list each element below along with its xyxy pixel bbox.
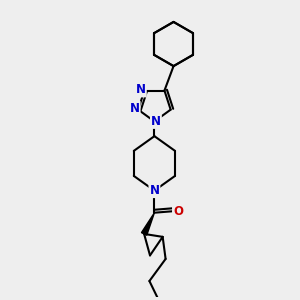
- Polygon shape: [142, 213, 154, 235]
- Text: N: N: [136, 83, 146, 97]
- Text: O: O: [173, 205, 183, 218]
- Text: N: N: [130, 102, 140, 115]
- Text: N: N: [149, 184, 159, 197]
- Text: N: N: [151, 115, 161, 128]
